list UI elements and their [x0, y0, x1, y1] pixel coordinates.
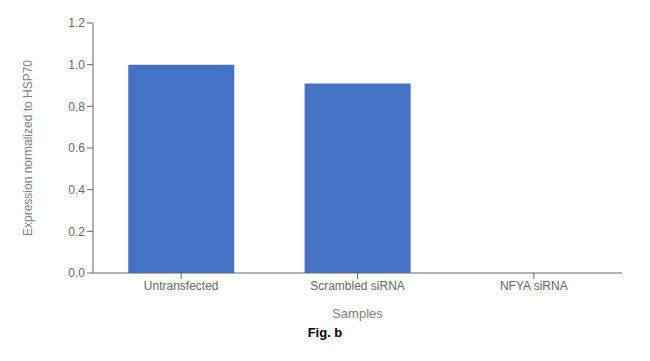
svg-text:0.8: 0.8	[68, 100, 85, 114]
html-text:Fig. b: Fig. b	[307, 325, 343, 340]
svg-text:Untransfected: Untransfected	[144, 279, 219, 293]
svg-text:1.0: 1.0	[68, 58, 85, 72]
svg-text:Scrambled siRNA: Scrambled siRNA	[310, 279, 405, 293]
svg-text:0.0: 0.0	[68, 266, 85, 280]
svg-text:0.6: 0.6	[68, 141, 85, 155]
svg-text:Samples: Samples	[332, 306, 383, 321]
svg-text:Expression normalized to HSP70: Expression normalized to HSP70	[21, 60, 35, 236]
svg-text:1.2: 1.2	[68, 16, 85, 30]
svg-text:0.2: 0.2	[68, 225, 85, 239]
svg-text:0.4: 0.4	[68, 183, 85, 197]
svg-text:NFYA siRNA: NFYA siRNA	[500, 279, 568, 293]
